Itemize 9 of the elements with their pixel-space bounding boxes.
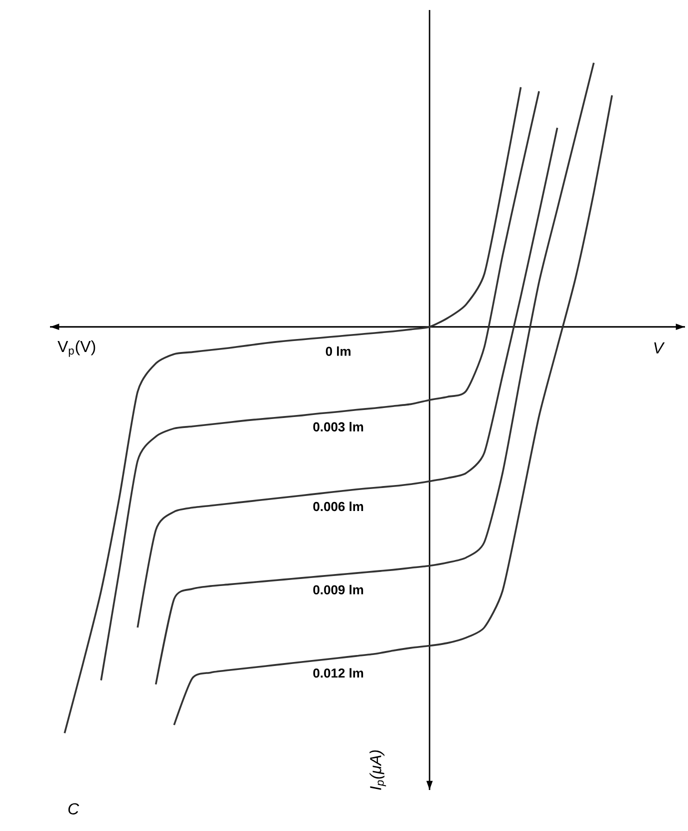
y-axis-title: I$_{p}$(μA): [370, 750, 386, 790]
series-label: 0 lm: [326, 346, 350, 356]
series-label: 0.003 lm: [313, 422, 364, 432]
text: C: [68, 803, 80, 814]
series-label: 0.006 lm: [313, 502, 364, 512]
x-axis-title: V: [654, 342, 665, 354]
series-label: 0.009 lm: [313, 584, 364, 594]
series-label: 0.012 lm: [313, 668, 364, 678]
annotation: V$_{p}$(V): [58, 340, 96, 357]
